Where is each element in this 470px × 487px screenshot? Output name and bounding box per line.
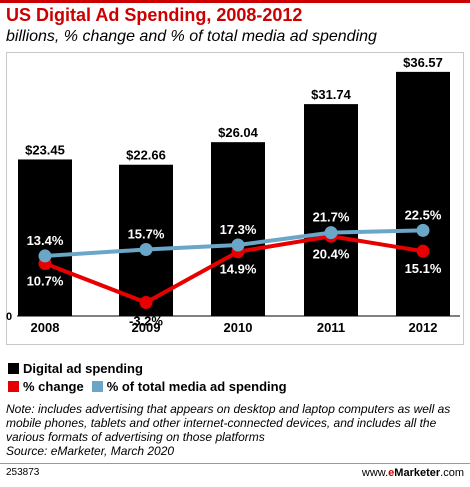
pct-total-label-2012: 22.5%	[405, 207, 442, 222]
chart-frame	[6, 52, 464, 345]
bar-label-2010: $26.04	[218, 125, 259, 140]
pct-total-label-2011: 21.7%	[313, 210, 350, 225]
source-text: Source: eMarketer, March 2020	[6, 444, 175, 458]
pct-change-label-2012: 15.1%	[405, 261, 442, 276]
pct-total-label-2010: 17.3%	[220, 222, 257, 237]
legend-label-share: % of total media ad spending	[106, 379, 287, 394]
brand-e: e	[388, 467, 395, 479]
x-tick-2010: 2010	[224, 320, 253, 335]
pct-total-label-2009: 15.7%	[128, 226, 165, 241]
bar-label-2012: $36.57	[403, 55, 443, 70]
x-tick-2012: 2012	[409, 320, 438, 335]
top-accent-bar	[0, 0, 470, 3]
point-pct-total-2012	[416, 223, 430, 237]
legend-swatch-share	[91, 381, 103, 392]
chart-subtitle: billions, % change and % of total media …	[6, 28, 377, 45]
point-pct-total-2008	[38, 249, 52, 263]
chart-title: US Digital Ad Spending, 2008-2012	[6, 5, 303, 25]
x-tick-2009: 2009	[132, 320, 161, 335]
brand-suffix: .com	[440, 467, 464, 479]
brand-prefix: www.	[361, 467, 389, 479]
point-pct-total-2011	[324, 226, 338, 240]
legend-label-change: % change	[23, 379, 84, 394]
brand-name: Marketer	[394, 467, 441, 479]
bar-2012	[396, 71, 450, 316]
legend-label-bar: Digital ad spending	[23, 361, 143, 376]
x-tick-2008: 2008	[31, 320, 60, 335]
legend-row-lines: % change % of total media ad spending	[8, 379, 287, 394]
combo-chart: $23.45 $22.66 $26.04 $31.74 $36.57 0 2008 2009 2…	[6, 55, 460, 335]
chart-id: 253873	[6, 467, 40, 478]
bar-label-2011: $31.74	[311, 87, 352, 102]
legend-row-bar: Digital ad spending	[8, 361, 143, 376]
bar-2010	[211, 142, 265, 316]
footer-divider	[0, 463, 470, 464]
pct-total-label-2008: 13.4%	[27, 233, 64, 248]
bar-2008	[18, 159, 72, 316]
pct-change-label-2010: 14.9%	[220, 262, 257, 277]
point-pct-total-2010	[231, 238, 245, 252]
bar-2011	[304, 104, 358, 317]
note-text: Note: includes advertising that appears …	[6, 402, 451, 444]
note-block: Note: includes advertising that appears …	[6, 402, 466, 458]
pct-change-label-2011: 20.4%	[313, 246, 350, 261]
point-pct-total-2009	[139, 242, 153, 256]
pct-change-label-2008: 10.7%	[27, 274, 64, 289]
legend-swatch-change	[8, 381, 19, 392]
legend-swatch-bar	[8, 363, 19, 374]
bar-label-2008: $23.45	[25, 142, 65, 157]
pct-change-label-2009: -3.2%	[129, 314, 163, 329]
brand-link[interactable]: www.eMarketer.com	[362, 467, 464, 479]
point-pct-change-2009	[139, 296, 153, 310]
x-tick-2011: 2011	[317, 320, 345, 335]
bar-label-2009: $22.66	[126, 148, 166, 163]
point-pct-change-2012	[416, 244, 430, 258]
y-tick-zero: 0	[6, 311, 12, 323]
